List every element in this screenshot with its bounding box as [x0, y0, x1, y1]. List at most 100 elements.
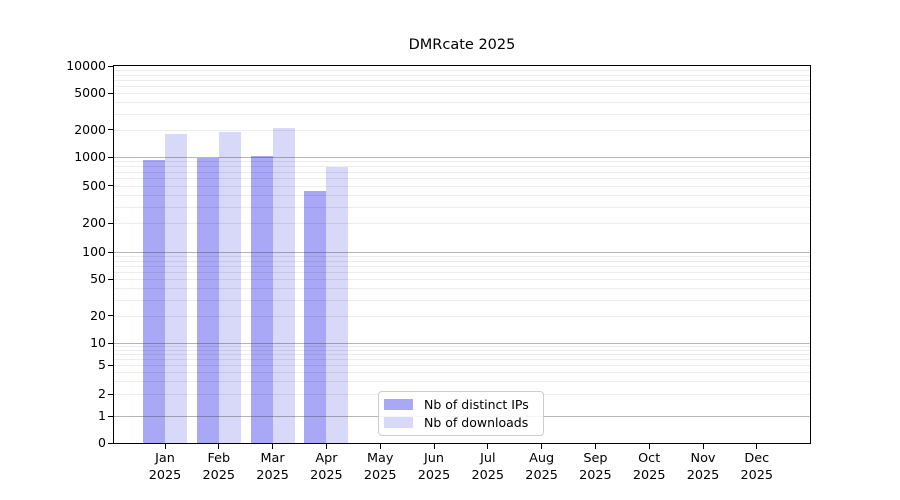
- y-tick-label-500: 500: [82, 177, 106, 193]
- bar-distinct-ips-mar: [250, 156, 273, 443]
- y-tick-label-2000: 2000: [74, 121, 106, 137]
- gridline-7000: [114, 80, 810, 82]
- y-tick-50: [108, 278, 113, 280]
- x-tick-mar: [272, 444, 274, 449]
- y-tick-label-10000: 10000: [66, 58, 106, 73]
- gridline-2000: [114, 129, 810, 131]
- y-tick-5: [108, 364, 113, 366]
- gridline-8: [114, 350, 810, 352]
- x-tick-dec: [756, 444, 758, 449]
- x-tick-label-dec: Dec 2025: [740, 451, 774, 483]
- x-tick-label-feb: Feb 2025: [202, 451, 236, 483]
- gridline-50: [114, 279, 810, 281]
- gridline-600: [114, 178, 810, 180]
- bar-distinct-ips-apr: [304, 191, 327, 443]
- x-tick-label-jan: Jan 2025: [148, 451, 182, 483]
- gridline-30: [114, 299, 810, 301]
- bar-downloads-jan: [165, 134, 187, 443]
- gridline-8000: [114, 74, 810, 76]
- legend-item-distinct-ips: Nb of distinct IPs: [384, 397, 537, 412]
- x-tick-label-may: May 2025: [363, 451, 397, 483]
- y-tick-label-2: 2: [98, 386, 106, 401]
- legend-label-distinct-ips: Nb of distinct IPs: [424, 397, 529, 412]
- x-tick-label-nov: Nov 2025: [686, 451, 720, 483]
- y-tick-label-5: 5: [98, 357, 106, 372]
- legend-swatch-downloads: [384, 417, 413, 428]
- gridline-200: [114, 223, 810, 225]
- gridline-20: [114, 315, 810, 317]
- gridline-3000: [114, 113, 810, 115]
- gridline-70: [114, 266, 810, 268]
- x-tick-label-sep: Sep 2025: [579, 451, 612, 483]
- gridline-5000: [114, 93, 810, 95]
- gridline-900: [114, 161, 810, 163]
- x-tick-label-apr: Apr 2025: [310, 451, 343, 483]
- bar-distinct-ips-feb: [196, 158, 219, 443]
- y-tick-label-20: 20: [90, 307, 106, 323]
- y-tick-10000: [108, 65, 113, 67]
- y-tick-5000: [108, 92, 113, 94]
- y-tick-label-100: 100: [82, 244, 106, 259]
- y-tick-1000: [108, 156, 113, 158]
- gridline-90: [114, 256, 810, 258]
- y-tick-200: [108, 222, 113, 224]
- legend-swatch-distinct-ips: [384, 399, 413, 410]
- y-tick-label-5000: 5000: [74, 85, 106, 101]
- x-tick-apr: [325, 444, 327, 449]
- y-tick-100: [108, 251, 113, 253]
- y-tick-label-200: 200: [82, 215, 106, 231]
- gridline-5: [114, 365, 810, 366]
- y-tick-1: [108, 415, 113, 417]
- gridline-100: [114, 252, 810, 253]
- y-tick-500: [108, 185, 113, 187]
- gridline-7: [114, 354, 810, 356]
- gridline-9: [114, 346, 810, 348]
- x-tick-label-jul: Jul 2025: [471, 451, 505, 483]
- gridline-6: [114, 359, 810, 361]
- gridline-400: [114, 194, 810, 196]
- gridline-700: [114, 171, 810, 173]
- x-tick-label-jun: Jun 2025: [417, 451, 451, 483]
- y-tick-label-1000: 1000: [74, 149, 106, 164]
- plot-area: [113, 65, 811, 444]
- gridline-500: [114, 185, 810, 187]
- gridline-800: [114, 166, 810, 168]
- bar-distinct-ips-jan: [143, 160, 165, 443]
- x-tick-jan: [164, 444, 166, 449]
- gridline-6000: [114, 86, 810, 88]
- x-tick-may: [379, 444, 381, 449]
- gridline-4: [114, 372, 810, 373]
- legend-item-downloads: Nb of downloads: [384, 415, 537, 430]
- gridline-4000: [114, 102, 810, 104]
- gridline-1000: [114, 157, 810, 158]
- gridline-60: [114, 272, 810, 274]
- x-tick-label-mar: Mar 2025: [256, 451, 289, 483]
- x-tick-label-oct: Oct 2025: [632, 451, 666, 483]
- chart-title: DMRcate 2025: [408, 37, 516, 53]
- y-tick-label-50: 50: [90, 271, 106, 287]
- gridline-10: [114, 343, 810, 344]
- y-tick-2: [108, 393, 113, 395]
- y-tick-10: [108, 342, 113, 344]
- x-tick-oct: [648, 444, 650, 449]
- y-tick-label-0: 0: [98, 435, 106, 450]
- x-tick-feb: [218, 444, 220, 449]
- bar-downloads-mar: [272, 128, 295, 443]
- y-tick-label-10: 10: [90, 335, 106, 350]
- x-tick-label-aug: Aug 2025: [525, 451, 558, 483]
- gridline-3: [114, 381, 810, 383]
- gridline-9000: [114, 70, 810, 72]
- legend-label-downloads: Nb of downloads: [424, 415, 529, 430]
- gridline-300: [114, 206, 810, 208]
- legend: Nb of distinct IPs Nb of downloads: [378, 391, 544, 436]
- x-tick-nov: [702, 444, 704, 449]
- x-tick-jun: [433, 444, 435, 449]
- bar-downloads-apr: [326, 167, 349, 443]
- x-tick-jul: [487, 444, 489, 449]
- y-tick-label-1: 1: [98, 408, 106, 423]
- x-tick-sep: [594, 444, 596, 449]
- y-tick-2000: [108, 129, 113, 131]
- y-tick-0: [108, 442, 113, 444]
- y-tick-20: [108, 315, 113, 317]
